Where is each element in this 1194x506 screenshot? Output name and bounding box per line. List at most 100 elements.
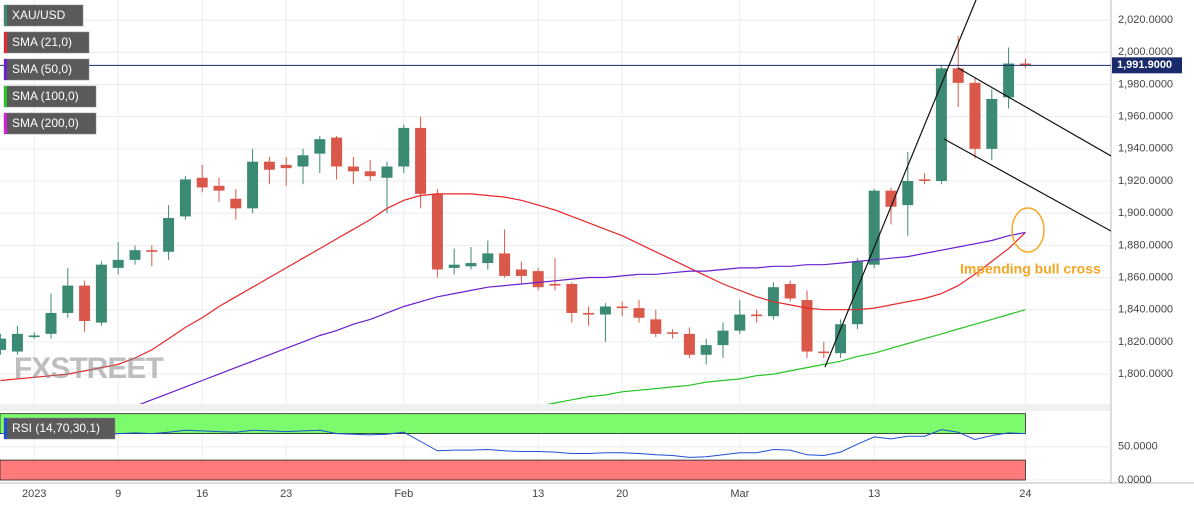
candle-body (885, 190, 897, 207)
candle-body (381, 166, 393, 178)
candle-body (146, 250, 158, 252)
candle-body (247, 161, 259, 209)
candle-body (280, 164, 292, 169)
candle-body (62, 285, 74, 313)
candle-body (515, 269, 527, 276)
sma-lines (0, 193, 1026, 404)
rsi-zone (0, 413, 1026, 434)
legend-entry-label: SMA (200,0) (12, 116, 79, 130)
candle-body (835, 324, 847, 354)
x-tick-label: Mar (730, 488, 749, 500)
legend-entry-swatch (4, 59, 7, 80)
candle-body (818, 351, 830, 354)
y-tick-label: 1,960.0000 (1118, 111, 1173, 123)
legend: XAU/USD SMA (21,0) SMA (50,0) SMA (100,0) SM… (3, 4, 97, 135)
candle-body (751, 314, 763, 317)
candle-body (1019, 63, 1031, 66)
y-tick-label: 1,900.0000 (1118, 207, 1173, 219)
candle-body (700, 345, 712, 355)
channel-line (943, 138, 1111, 232)
candle-body (784, 283, 796, 299)
x-tick-label: 16 (196, 488, 208, 500)
rsi-legend-label: RSI (14,70,30,1) (12, 421, 100, 435)
candle-body (599, 306, 611, 315)
y-tick-label: 1,980.0000 (1118, 78, 1173, 90)
candle-body (11, 333, 23, 352)
x-tick-label: 23 (280, 488, 292, 500)
marks (0, 36, 1111, 481)
candle-body (331, 137, 343, 167)
candle-body (616, 306, 628, 309)
rsi-tick-label: 0.0000 (1118, 474, 1152, 486)
legend-entry-swatch (4, 113, 7, 134)
candle-body (482, 253, 494, 264)
rsi-tick-label: 50.0000 (1118, 441, 1158, 453)
candle-body (683, 333, 695, 355)
trend-lines (824, 0, 1111, 368)
candle-body (431, 193, 443, 270)
candle-body (112, 259, 124, 268)
candle-body (213, 185, 225, 191)
x-tick-label: 2023 (22, 488, 46, 500)
candle-body (129, 250, 141, 260)
y-tick-label: 1,860.0000 (1118, 271, 1173, 283)
candle-body (566, 283, 578, 313)
x-tick-label: Feb (394, 488, 413, 500)
candle-body (465, 263, 477, 267)
candle-body (28, 335, 40, 338)
candle-body (919, 179, 931, 182)
panel-separator (0, 404, 1111, 411)
rsi-legend-swatch (4, 418, 7, 439)
candle-body (734, 314, 746, 331)
candle-body (952, 68, 964, 83)
candle-body (986, 98, 998, 149)
candle-body (45, 312, 57, 334)
candle-body (263, 161, 275, 170)
candle-body (801, 300, 813, 352)
sma-line (139, 231, 1026, 404)
y-tick-label: 2,000.0000 (1118, 46, 1173, 58)
candle-body (532, 271, 544, 288)
candle-body (314, 139, 326, 154)
candle-body (364, 171, 376, 177)
sma-line (546, 309, 1026, 404)
candle-body (415, 127, 427, 194)
candle-body (902, 181, 914, 206)
candle-body (969, 82, 981, 149)
highlight-circle (1011, 207, 1045, 253)
rsi-zone (0, 459, 1026, 481)
rsi (0, 429, 1026, 458)
candle-body (163, 218, 175, 252)
channel-line (957, 67, 1111, 157)
y-tick-label: 1,820.0000 (1118, 336, 1173, 348)
legend-entry-swatch (4, 32, 7, 53)
candle-body (398, 127, 410, 167)
candle-body (297, 155, 309, 167)
candle-body (179, 179, 191, 217)
watermark: FXSTREET (14, 352, 163, 385)
candle-body (0, 338, 7, 350)
y-tick-label: 1,800.0000 (1118, 368, 1173, 380)
candle-body (196, 177, 208, 188)
y-tick-label: 1,880.0000 (1118, 239, 1173, 251)
y-tick-label: 1,840.0000 (1118, 304, 1173, 316)
x-tick-label: 13 (532, 488, 544, 500)
candle-body (667, 332, 679, 334)
legend-entry-label: SMA (100,0) (12, 89, 79, 103)
candle-body (448, 264, 460, 268)
x-tick-label: 24 (1019, 488, 1031, 500)
candle-body (1003, 63, 1015, 98)
last-price-label: 1,991.9000 (1117, 59, 1172, 71)
legend-entry-label: SMA (21,0) (12, 35, 72, 49)
candle-body (79, 285, 91, 321)
legend-entry-label: SMA (50,0) (12, 62, 72, 76)
legend-instrument-swatch (4, 5, 7, 26)
x-tick-label: 13 (868, 488, 880, 500)
candle-body (347, 166, 359, 172)
candles (0, 36, 1031, 365)
x-tick-label: 20 (616, 488, 628, 500)
y-tick-label: 2,020.0000 (1118, 14, 1173, 26)
candle-body (851, 261, 863, 325)
y-tick-label: 1,920.0000 (1118, 175, 1173, 187)
